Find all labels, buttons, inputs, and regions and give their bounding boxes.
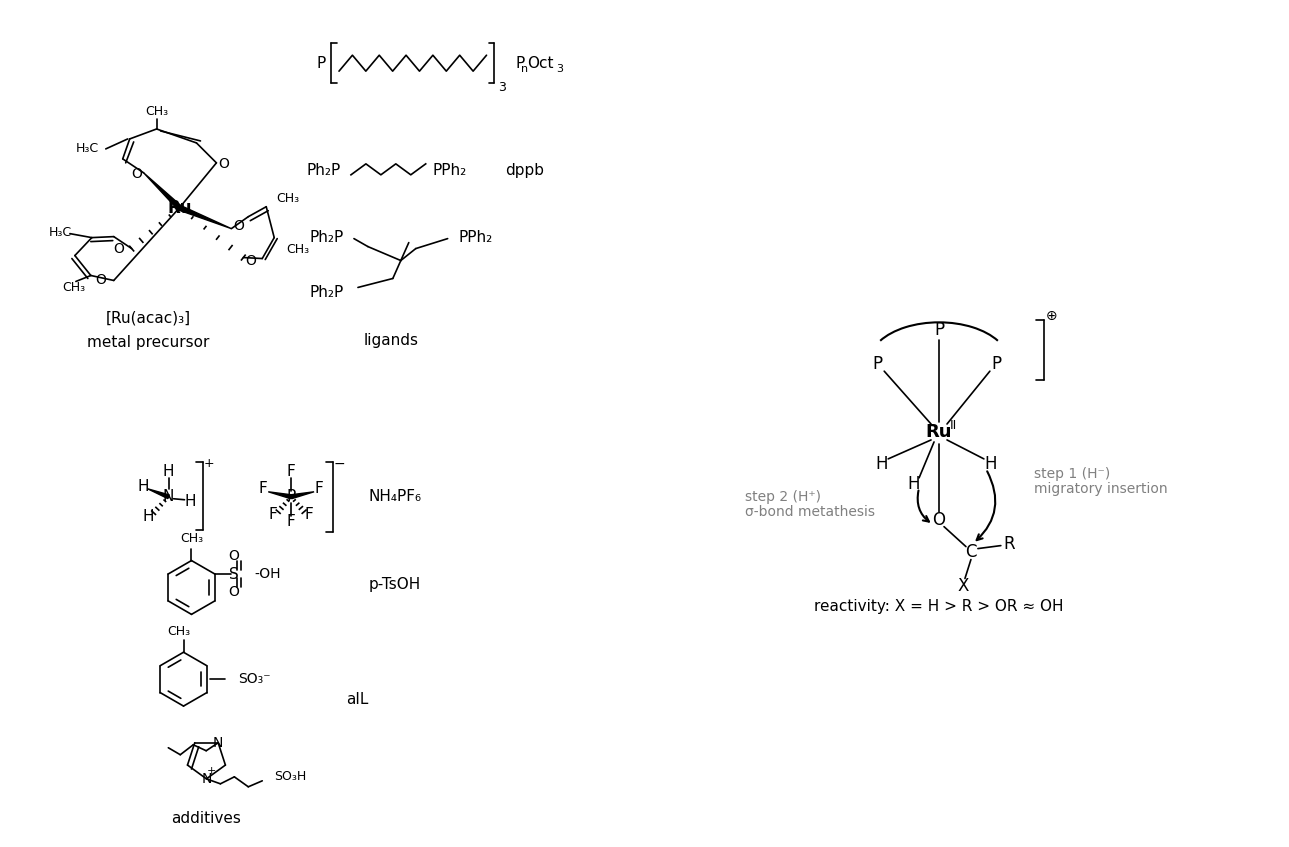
Text: -OH: -OH bbox=[255, 567, 281, 581]
Text: O: O bbox=[228, 585, 240, 599]
Polygon shape bbox=[179, 206, 231, 229]
Text: O: O bbox=[113, 241, 124, 256]
Text: N: N bbox=[201, 772, 211, 786]
Text: C: C bbox=[965, 543, 977, 561]
Text: metal precursor: metal precursor bbox=[88, 335, 210, 350]
Text: reactivity: X = H > R > OR ≈ OH: reactivity: X = H > R > OR ≈ OH bbox=[815, 599, 1063, 614]
Text: O: O bbox=[131, 167, 142, 180]
Text: O: O bbox=[233, 219, 244, 233]
Text: SO₃⁻: SO₃⁻ bbox=[238, 673, 271, 686]
Text: SO₃H: SO₃H bbox=[275, 770, 307, 783]
Text: P: P bbox=[935, 321, 944, 340]
Text: migratory insertion: migratory insertion bbox=[1034, 482, 1168, 495]
Polygon shape bbox=[291, 492, 315, 499]
Text: CH₃: CH₃ bbox=[276, 192, 299, 205]
Text: F: F bbox=[259, 481, 268, 496]
Text: H: H bbox=[907, 475, 920, 493]
Text: CH₃: CH₃ bbox=[62, 281, 85, 294]
Text: F: F bbox=[286, 464, 295, 479]
Text: N: N bbox=[213, 736, 223, 750]
Text: NH₄PF₆: NH₄PF₆ bbox=[369, 490, 422, 504]
Text: Ph₂P: Ph₂P bbox=[305, 163, 340, 179]
Polygon shape bbox=[143, 173, 182, 209]
Text: P: P bbox=[873, 355, 882, 374]
Text: F: F bbox=[269, 507, 277, 523]
Text: CH₃: CH₃ bbox=[180, 532, 204, 545]
Text: step 1 (H⁻): step 1 (H⁻) bbox=[1034, 467, 1110, 481]
Text: H: H bbox=[143, 509, 155, 524]
Text: CH₃: CH₃ bbox=[286, 243, 309, 256]
Text: +: + bbox=[206, 766, 217, 776]
Text: P: P bbox=[516, 56, 525, 70]
Text: PPh₂: PPh₂ bbox=[433, 163, 467, 179]
Text: p-TsOH: p-TsOH bbox=[369, 577, 422, 592]
Text: S: S bbox=[229, 567, 238, 582]
Text: [Ru(acac)₃]: [Ru(acac)₃] bbox=[106, 311, 191, 326]
Text: H: H bbox=[162, 464, 174, 479]
Text: n: n bbox=[522, 64, 528, 75]
Text: aIL: aIL bbox=[345, 692, 369, 706]
Text: F: F bbox=[315, 481, 324, 496]
Text: O: O bbox=[932, 511, 946, 529]
Text: O: O bbox=[95, 274, 106, 287]
Text: σ-bond metathesis: σ-bond metathesis bbox=[745, 505, 875, 518]
Text: O: O bbox=[218, 157, 229, 171]
Text: dppb: dppb bbox=[505, 163, 544, 179]
Text: F: F bbox=[304, 507, 313, 523]
Text: Ph₂P: Ph₂P bbox=[309, 285, 344, 300]
Text: ligands: ligands bbox=[363, 333, 419, 348]
Text: PPh₂: PPh₂ bbox=[459, 230, 492, 245]
Text: 3: 3 bbox=[557, 64, 563, 75]
Text: ⊕: ⊕ bbox=[1045, 309, 1057, 324]
Text: II: II bbox=[950, 419, 956, 433]
Text: +: + bbox=[204, 457, 215, 470]
Text: P: P bbox=[316, 56, 326, 70]
Text: R: R bbox=[1003, 534, 1014, 552]
Text: Ph₂P: Ph₂P bbox=[309, 230, 344, 245]
Polygon shape bbox=[148, 489, 169, 499]
Text: Ru: Ru bbox=[168, 199, 192, 217]
Polygon shape bbox=[268, 492, 291, 499]
Text: H₃C: H₃C bbox=[76, 142, 99, 155]
Text: additives: additives bbox=[171, 811, 241, 826]
Text: N: N bbox=[162, 490, 174, 504]
Text: H₃C: H₃C bbox=[49, 226, 71, 239]
Text: −: − bbox=[333, 457, 345, 471]
Text: step 2 (H⁺): step 2 (H⁺) bbox=[745, 490, 821, 504]
Text: H: H bbox=[875, 455, 887, 473]
Text: CH₃: CH₃ bbox=[146, 104, 168, 118]
Text: 3: 3 bbox=[499, 80, 507, 94]
Text: CH₃: CH₃ bbox=[168, 625, 189, 638]
Text: O: O bbox=[228, 549, 240, 563]
Text: O: O bbox=[245, 253, 255, 268]
Text: Oct: Oct bbox=[527, 56, 554, 70]
Text: P: P bbox=[286, 490, 295, 504]
Text: X: X bbox=[958, 578, 968, 595]
Text: H: H bbox=[184, 495, 196, 509]
Text: P: P bbox=[991, 355, 1002, 374]
Text: H: H bbox=[138, 479, 150, 495]
Text: F: F bbox=[286, 514, 295, 529]
Text: Ru: Ru bbox=[926, 423, 953, 441]
Text: H: H bbox=[985, 455, 998, 473]
